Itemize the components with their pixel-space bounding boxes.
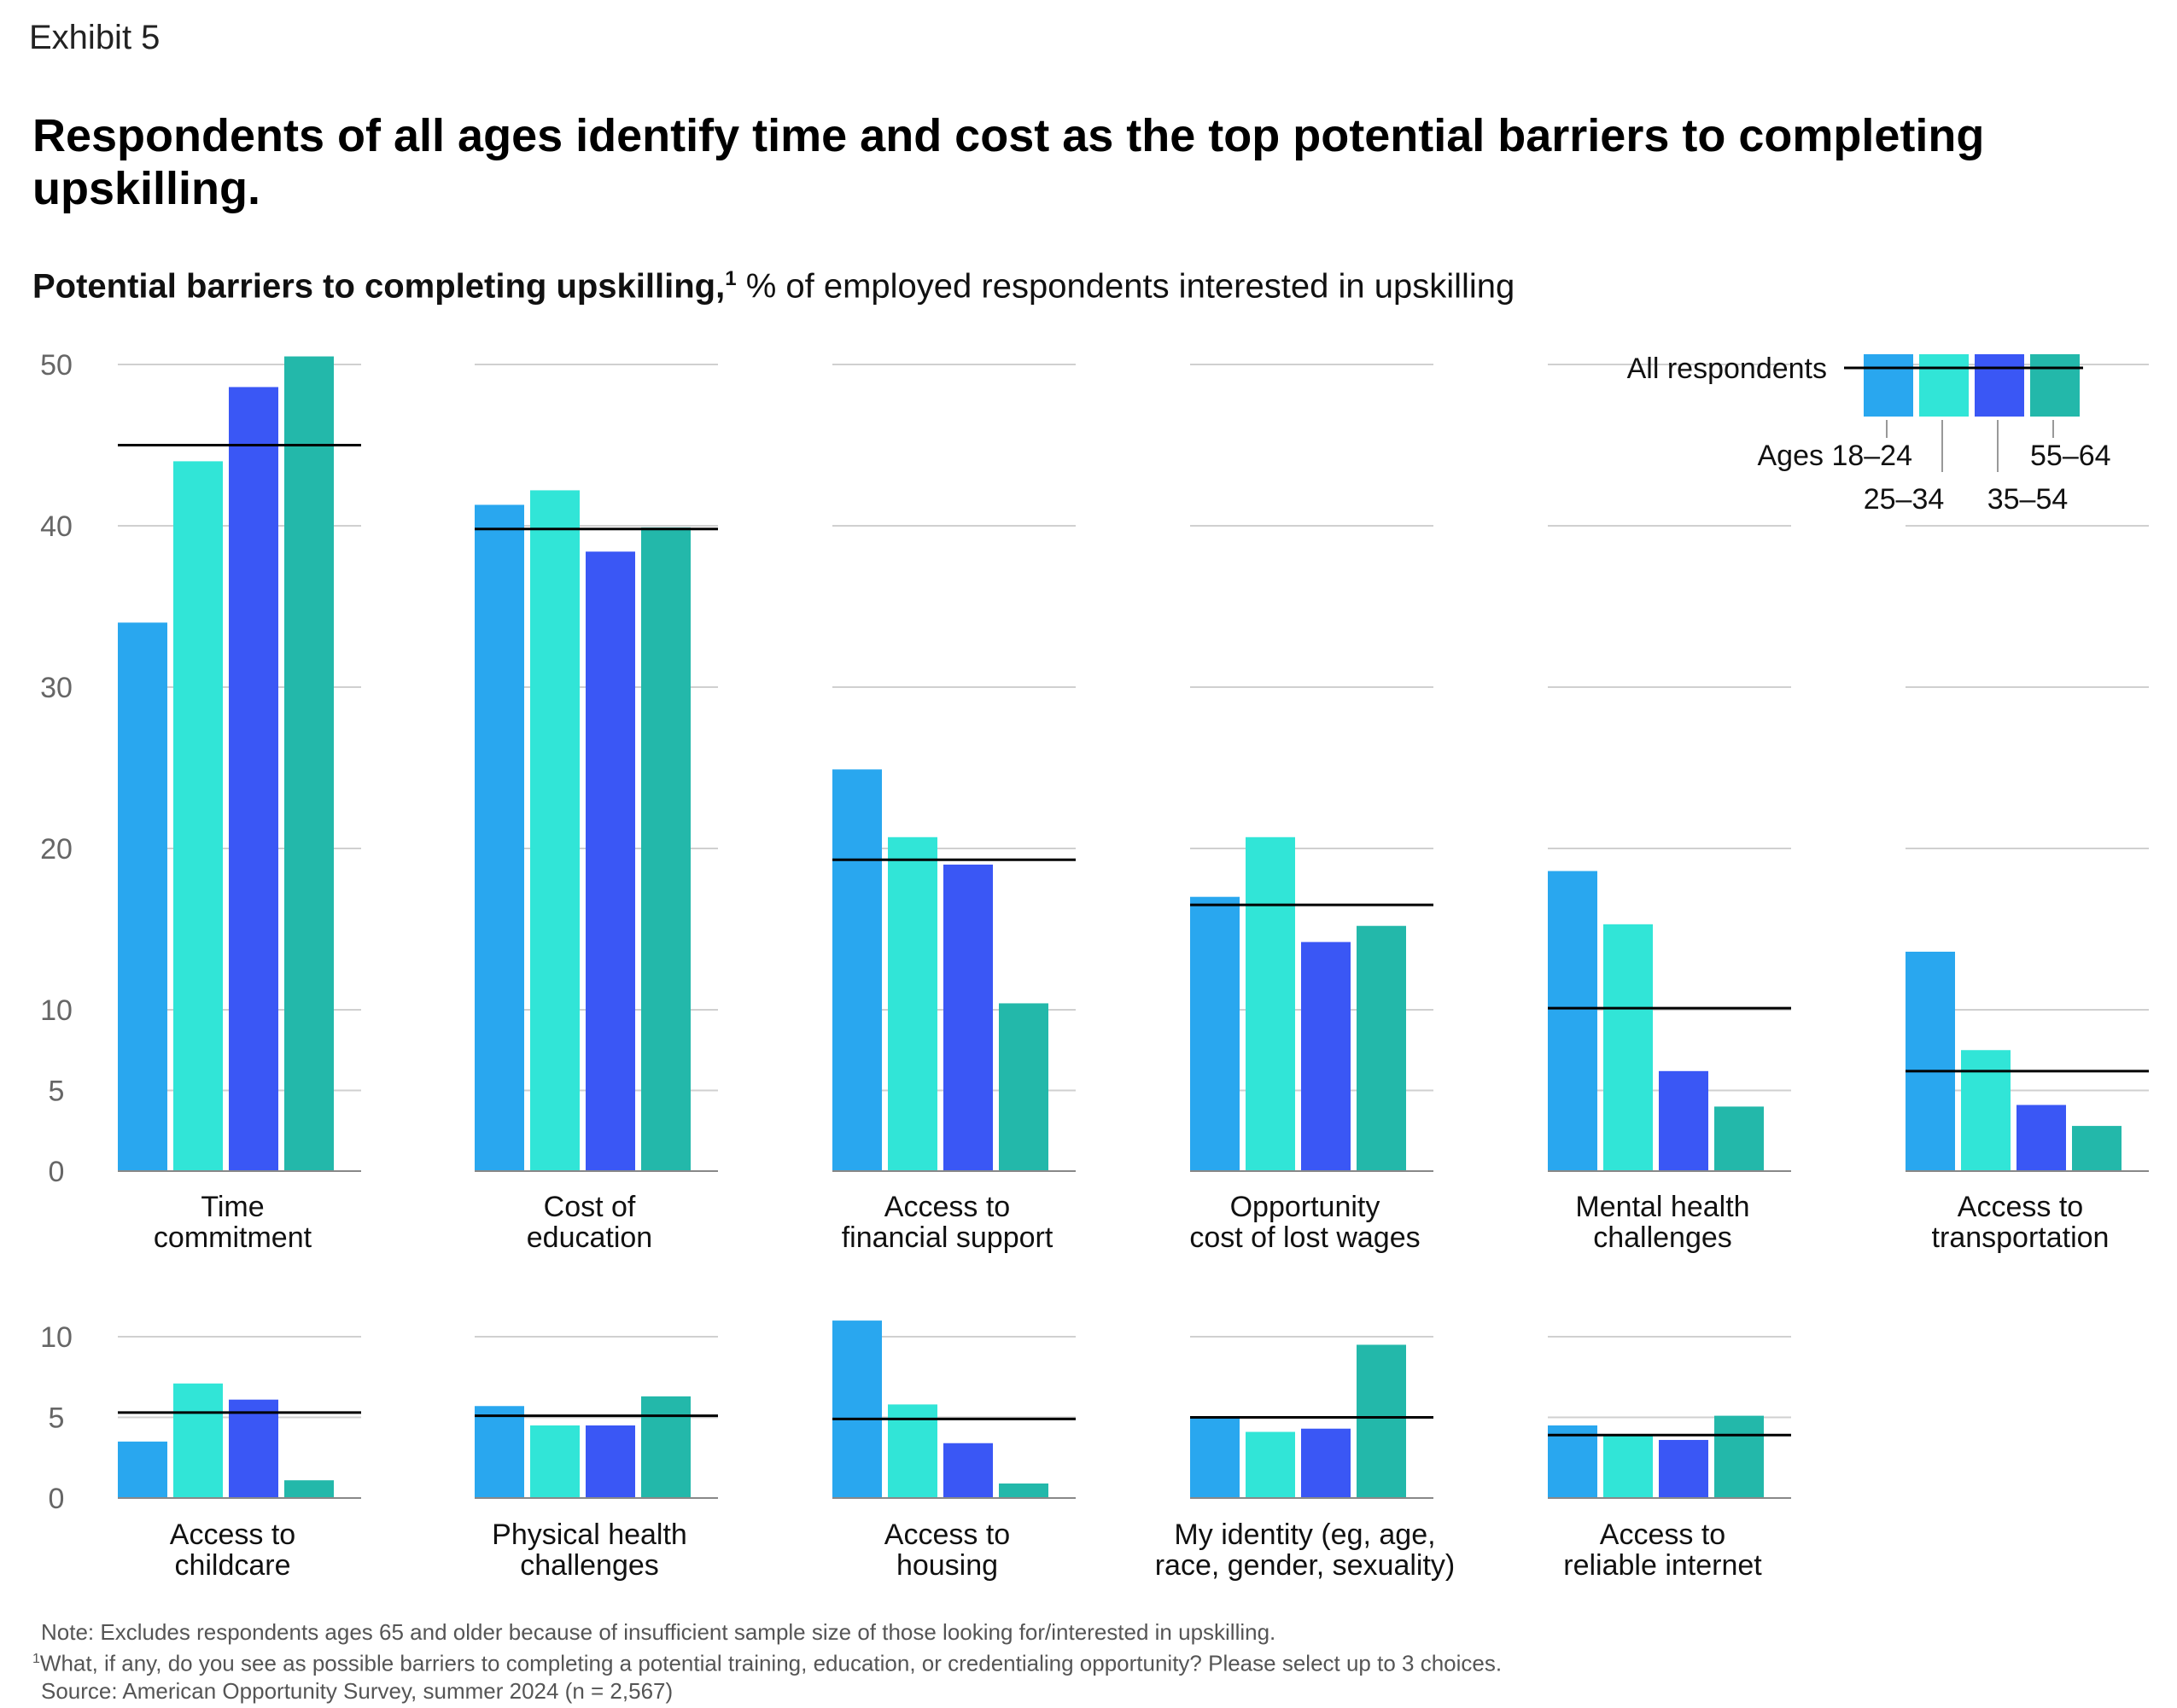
bar-25-34 [1603,1435,1653,1498]
y-tick-label: 5 [49,1076,65,1108]
bar-55-64 [284,1480,334,1498]
bar-55-64 [1357,1344,1406,1498]
y-tick-label: 10 [40,994,73,1027]
category-label: Opportunity [1230,1191,1380,1223]
legend-swatch [1975,354,2024,417]
bar-55-64 [1714,1106,1764,1171]
bar-ages-18-24 [1190,1417,1240,1498]
bar-25-34 [530,1425,580,1498]
bar-ages-18-24 [832,769,882,1171]
footnote-mark: 1 [32,1652,40,1666]
bar-55-64 [999,1003,1048,1171]
bar-35-54 [229,387,278,1172]
category-label: transportation [1932,1221,2110,1254]
bar-ages-18-24 [475,504,524,1171]
category-label: housing [896,1549,998,1582]
bar-ages-18-24 [118,1441,167,1498]
category-label: Access to [1958,1191,2083,1223]
bar-ages-18-24 [1548,871,1597,1171]
y-tick-label: 0 [49,1483,65,1515]
bar-35-54 [1301,1428,1351,1498]
legend-series-label: Ages 18–24 [1758,440,1913,472]
y-tick-label: 30 [40,672,73,704]
bar-25-34 [1246,837,1295,1171]
bar-35-54 [1301,941,1351,1171]
bar-35-54 [586,1425,635,1498]
bar-ages-18-24 [832,1320,882,1498]
category-label: Time [201,1191,264,1223]
category-label: Mental health [1575,1191,1749,1223]
footnote: 1What, if any, do you see as possible ba… [32,1646,1502,1677]
category-label: childcare [174,1549,290,1582]
bar-25-34 [1961,1050,2011,1171]
category-label: Cost of [544,1191,636,1223]
exhibit-label: Exhibit 5 [29,19,161,56]
legend-swatch [2030,354,2080,417]
bar-25-34 [888,837,937,1171]
category-label: Access to [1600,1519,1725,1551]
legend-series-label: 35–54 [1987,483,2069,516]
bar-35-54 [1659,1070,1708,1171]
subtitle-footnote-mark: 1 [725,267,737,290]
category-label: financial support [842,1221,1053,1254]
bar-ages-18-24 [1548,1425,1597,1498]
note-text: Note: Excludes respondents ages 65 and o… [41,1619,1276,1645]
notes: Note: Excludes respondents ages 65 and o… [32,1618,1502,1705]
category-label: Access to [170,1519,295,1551]
chart-subtitle: Potential barriers to completing upskill… [32,267,1515,306]
bar-35-54 [229,1399,278,1498]
bar-25-34 [173,461,223,1171]
category-label: My identity (eg, age, [1174,1519,1435,1551]
legend-swatch [1919,354,1969,417]
subtitle-bold: Potential barriers to completing upskill… [32,267,726,306]
bar-55-64 [284,356,334,1171]
bar-35-54 [586,551,635,1171]
category-label: Physical health [492,1519,687,1551]
bar-ages-18-24 [475,1406,524,1498]
bar-35-54 [943,1443,993,1498]
y-tick-label: 50 [40,349,73,382]
legend-swatch [1864,354,1913,417]
category-label: challenges [520,1549,659,1582]
bar-55-64 [1357,925,1406,1171]
bar-ages-18-24 [1190,896,1240,1171]
bar-55-64 [641,1396,691,1498]
bar-55-64 [999,1483,1048,1498]
category-label: Access to [884,1191,1010,1223]
source-text: Source: American Opportunity Survey, sum… [41,1677,674,1704]
bar-25-34 [173,1383,223,1498]
bar-55-64 [641,527,691,1171]
y-tick-label: 0 [49,1156,65,1188]
bar-35-54 [2016,1105,2066,1171]
category-label: race, gender, sexuality) [1155,1549,1456,1582]
bar-35-54 [943,864,993,1171]
subtitle-rest: % of employed respondents interested in … [736,267,1515,306]
bar-25-34 [1603,924,1653,1171]
legend-series-label: 25–34 [1864,483,1945,516]
bar-55-64 [1714,1415,1764,1498]
footnote-text: What, if any, do you see as possible bar… [39,1650,1503,1676]
category-label: reliable internet [1563,1549,1762,1582]
y-tick-label: 20 [40,833,73,866]
category-label: education [527,1221,652,1254]
category-label: challenges [1593,1221,1732,1254]
bar-55-64 [2072,1126,2122,1171]
category-label: commitment [154,1221,312,1254]
legend-series-label: 55–64 [2030,440,2111,472]
y-tick-label: 10 [40,1321,73,1354]
headline: Respondents of all ages identify time an… [32,110,1985,214]
bar-ages-18-24 [118,622,167,1171]
category-label: Access to [884,1519,1010,1551]
y-tick-label: 40 [40,510,73,543]
bar-25-34 [530,490,580,1171]
category-label: cost of lost wages [1189,1221,1420,1254]
bar-35-54 [1659,1439,1708,1498]
bar-25-34 [1246,1431,1295,1498]
bar-ages-18-24 [1906,951,1955,1171]
y-tick-label: 5 [49,1402,65,1435]
legend-all-label: All respondents [1627,353,1827,385]
